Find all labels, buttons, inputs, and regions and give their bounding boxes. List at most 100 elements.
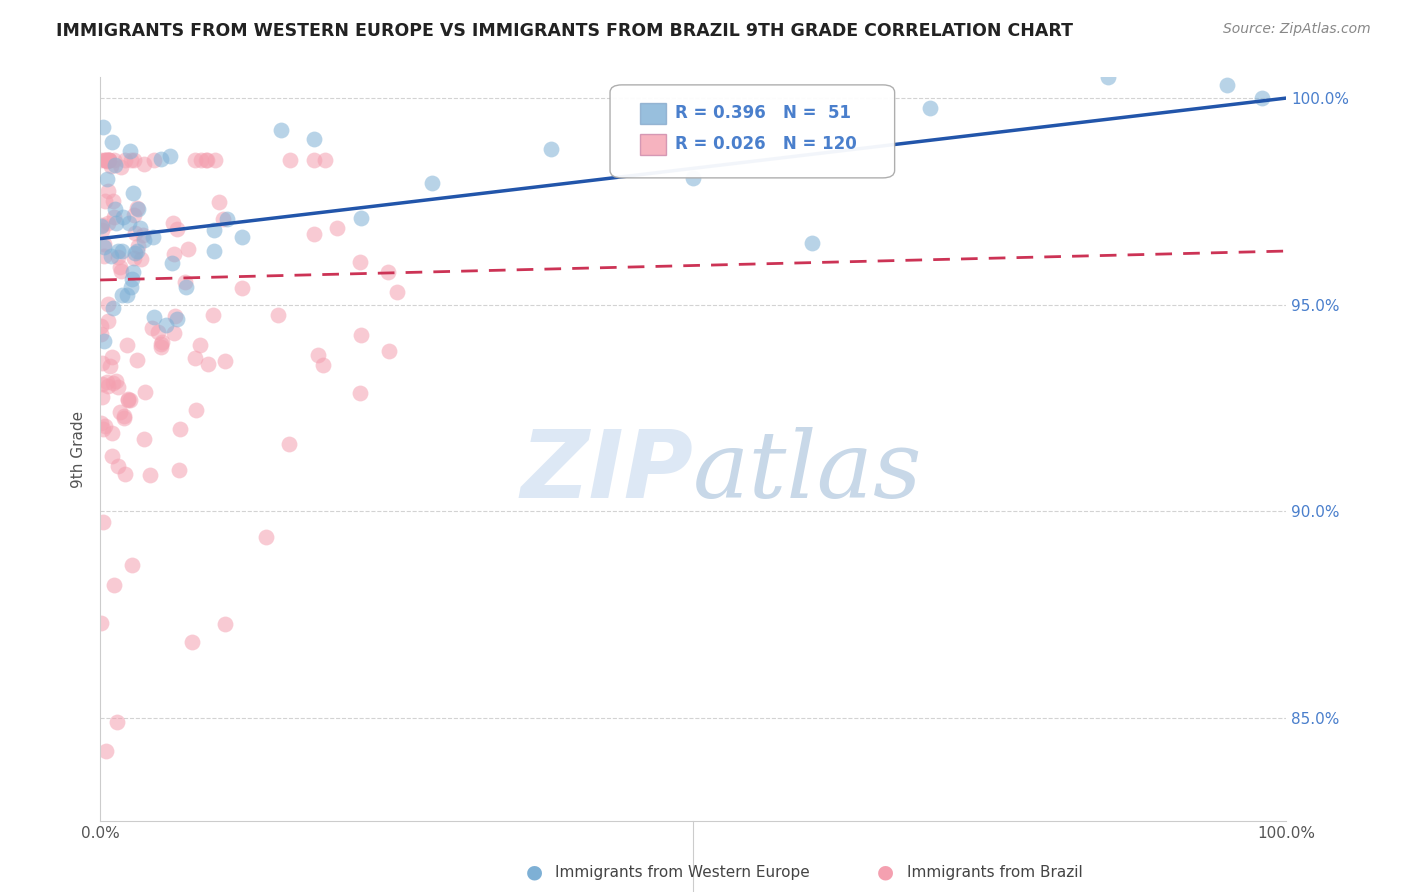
Point [122,153,145,167]
Point [420,176,443,190]
Point [107,458,129,473]
Point [159,149,181,163]
Bar [640,134,666,155]
Point [125,244,148,258]
Point [132,432,155,446]
Point [104,374,127,388]
Point [101,426,124,441]
Point [93,334,115,348]
Point [1251,91,1274,105]
Point [91,356,114,370]
Text: R = 0.026   N = 120: R = 0.026 N = 120 [675,136,858,153]
Point [150,340,173,354]
Point [150,334,173,349]
Point [326,221,349,235]
Point [94,419,117,434]
Point [217,211,239,226]
Point [166,312,188,326]
Point [105,715,128,730]
Point [349,385,371,400]
Point [162,216,184,230]
Point [129,252,152,266]
Point [90,153,112,167]
Text: Immigrants from Brazil: Immigrants from Brazil [907,865,1083,880]
Point [110,263,132,277]
Point [104,159,127,173]
Point [143,310,166,324]
Point [160,256,183,270]
Point [91,390,114,404]
Point [174,275,197,289]
Y-axis label: 9th Grade: 9th Grade [72,411,86,488]
Point [118,144,141,158]
FancyBboxPatch shape [610,85,894,178]
Point [302,227,325,242]
Point [165,309,187,323]
Text: atlas: atlas [693,426,922,516]
Point [103,210,125,224]
Point [184,402,207,417]
Point [350,327,373,342]
Point [163,326,186,340]
Point [112,411,135,425]
Point [131,228,153,243]
Point [202,244,225,259]
Point [110,161,132,175]
Point [208,195,231,210]
Point [103,153,125,167]
Point [90,218,112,232]
Point [97,153,120,167]
Point [204,153,226,167]
Point [134,157,156,171]
Text: ●: ● [526,863,543,882]
Point [349,255,371,269]
Point [94,744,117,758]
Point [108,405,131,419]
Point [111,244,134,258]
Point [120,153,142,167]
Point [103,578,125,592]
Point [350,211,373,226]
Point [107,380,129,394]
Point [124,208,146,222]
Point [139,467,162,482]
Point [97,296,120,310]
Point [91,223,114,237]
Point [117,392,139,407]
Text: IMMIGRANTS FROM WESTERN EUROPE VS IMMIGRANTS FROM BRAZIL 9TH GRADE CORRELATION C: IMMIGRANTS FROM WESTERN EUROPE VS IMMIGR… [56,22,1073,40]
Point [377,344,399,359]
Point [118,393,141,408]
Point [91,376,114,391]
Point [121,272,143,286]
Point [96,171,118,186]
Point [169,422,191,436]
Point [278,153,301,167]
Point [314,153,336,167]
Point [124,245,146,260]
Point [150,336,173,351]
Point [125,353,148,368]
Point [167,463,190,477]
Point [194,153,217,167]
Point [1215,78,1237,92]
Point [166,222,188,236]
Point [129,221,152,235]
Point [96,154,118,169]
Point [93,237,115,252]
Point [201,308,224,322]
Point [231,230,253,244]
Point [184,153,207,167]
Text: ZIP: ZIP [520,425,693,517]
Point [100,249,122,263]
Point [267,308,290,322]
Point [117,288,139,302]
Point [91,515,114,529]
Point [312,359,335,373]
Point [97,216,120,230]
Point [120,280,142,294]
Point [111,210,134,224]
Point [146,325,169,339]
Point [114,467,136,481]
Point [93,248,115,262]
Point [195,153,218,167]
